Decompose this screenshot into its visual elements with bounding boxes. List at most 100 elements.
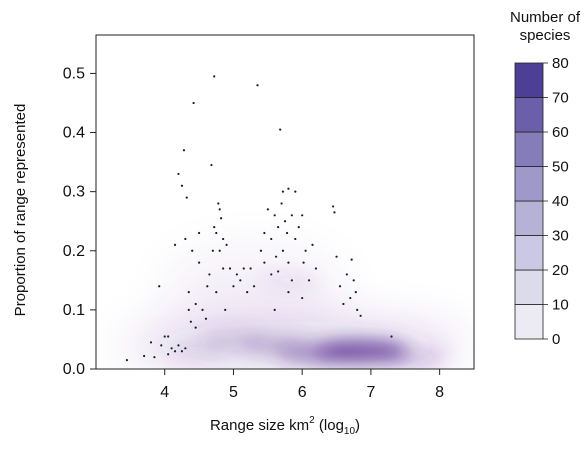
data-point — [125, 359, 129, 362]
data-point — [224, 308, 227, 311]
data-point — [180, 350, 184, 353]
data-point — [249, 267, 252, 270]
x-axis: 4 5 6 7 8 — [160, 369, 444, 401]
data-point — [222, 237, 225, 241]
legend-swatch — [514, 200, 544, 236]
data-point — [153, 356, 156, 359]
data-point — [219, 217, 223, 220]
legend-swatch — [514, 269, 544, 305]
data-point — [279, 128, 282, 131]
data-point — [185, 196, 188, 199]
data-point — [256, 84, 259, 87]
data-point — [281, 190, 285, 193]
data-point — [173, 350, 177, 353]
data-point — [235, 273, 238, 276]
data-point — [333, 211, 336, 214]
legend-swatch — [514, 304, 544, 340]
y-tick-label: 0.4 — [63, 125, 85, 142]
data-point — [197, 261, 201, 264]
y-tick-label: 0.1 — [63, 302, 85, 319]
data-point — [167, 335, 170, 338]
data-point — [350, 258, 353, 261]
data-point — [167, 353, 170, 356]
y-tick-label: 0.0 — [63, 361, 85, 378]
data-point — [277, 226, 280, 229]
y-axis: 0.0 0.1 0.2 0.3 0.4 0.5 — [63, 65, 96, 378]
data-point — [222, 267, 225, 270]
data-point — [287, 187, 290, 190]
legend-title-line1: Number of — [510, 9, 581, 26]
data-point — [335, 255, 338, 258]
data-point — [259, 249, 263, 252]
data-point — [356, 308, 359, 311]
data-point — [184, 237, 187, 241]
data-point — [285, 231, 289, 235]
data-point — [191, 249, 194, 252]
data-point — [197, 231, 201, 235]
data-point — [170, 347, 173, 350]
data-point — [217, 202, 220, 205]
density-upper-haze — [164, 247, 345, 338]
data-point — [273, 214, 276, 217]
legend-swatch — [514, 62, 544, 98]
legend-label: 20 — [552, 262, 569, 279]
density-surface — [125, 247, 466, 369]
data-point — [359, 314, 362, 317]
data-point — [173, 243, 177, 246]
legend-title-line2: species — [520, 27, 571, 44]
data-point — [213, 226, 216, 229]
data-point — [143, 354, 146, 358]
legend-label: 50 — [552, 159, 569, 176]
data-point — [307, 279, 311, 282]
data-point — [297, 226, 300, 229]
data-point — [184, 347, 187, 350]
data-point — [177, 344, 180, 347]
data-point — [338, 285, 342, 288]
data-point — [225, 243, 228, 246]
data-point — [192, 101, 195, 105]
legend-label: 40 — [552, 193, 569, 210]
data-point — [332, 205, 335, 208]
x-tick-label: 5 — [229, 384, 238, 401]
data-point — [211, 249, 214, 252]
data-point — [177, 172, 180, 176]
y-tick-label: 0.3 — [63, 184, 85, 201]
density-peak — [257, 273, 319, 287]
data-point — [189, 320, 192, 323]
data-point — [194, 326, 197, 329]
data-point — [246, 291, 249, 294]
data-point — [277, 270, 280, 273]
y-axis-title: Proportion of range represented — [12, 104, 29, 317]
data-point — [263, 261, 266, 264]
data-point — [201, 308, 204, 311]
x-axis-title: Range size km2 (log10) — [210, 415, 360, 437]
legend-label: 60 — [552, 124, 569, 141]
data-point — [283, 220, 287, 223]
data-point — [158, 285, 161, 288]
data-point — [294, 190, 297, 193]
data-point — [280, 202, 283, 205]
color-legend: Number of species 0 10 20 30 40 50 60 70 80 — [510, 9, 581, 348]
data-point — [390, 335, 393, 338]
data-point — [301, 296, 304, 300]
density-peak — [200, 332, 267, 347]
legend-label: 70 — [552, 90, 569, 107]
x-tick-label: 8 — [435, 384, 444, 401]
legend-swatch — [514, 235, 544, 271]
data-point — [215, 231, 218, 235]
data-point — [304, 249, 307, 252]
data-point — [281, 249, 285, 252]
legend-label: 10 — [552, 297, 569, 314]
data-point — [182, 149, 186, 152]
data-point — [228, 267, 232, 270]
x-tick-label: 4 — [160, 384, 169, 401]
data-point — [287, 261, 290, 264]
data-point — [311, 243, 314, 246]
data-point — [204, 317, 208, 320]
data-point — [163, 335, 166, 338]
data-point — [149, 341, 153, 344]
data-point — [290, 279, 293, 282]
legend-swatch — [514, 166, 544, 202]
legend-swatch — [514, 97, 544, 133]
